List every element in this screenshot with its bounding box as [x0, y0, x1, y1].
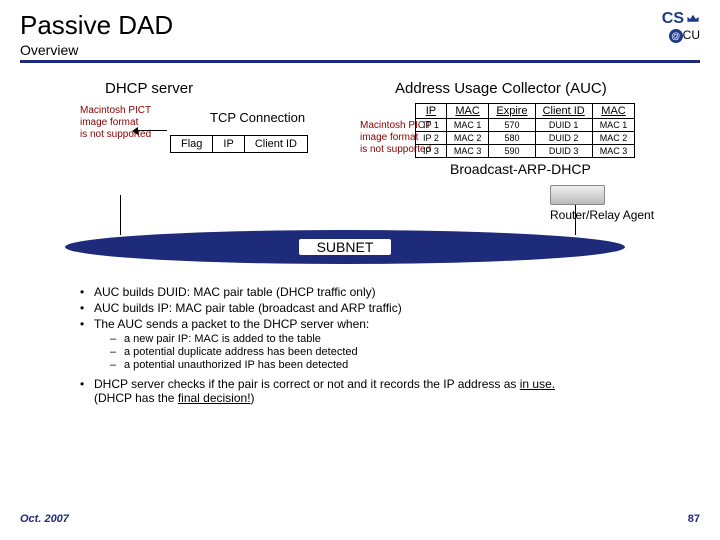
packet-structure: Flag IP Client ID	[170, 135, 308, 153]
logo: CS @CU	[662, 10, 700, 43]
page-number: 87	[688, 513, 700, 525]
table-row: IP 3MAC 3590DUID 3MAC 3	[416, 145, 635, 158]
connector-line	[575, 205, 576, 235]
sub-bullet-item: a new pair IP: MAC is added to the table	[110, 333, 700, 345]
sub-bullet-item: a potential unauthorized IP has been det…	[110, 359, 700, 371]
arrow-icon	[137, 130, 167, 131]
sub-bullet-item: a potential duplicate address has been d…	[110, 346, 700, 358]
slide-subtitle: Overview	[20, 42, 700, 58]
broadcast-label: Broadcast-ARP-DHCP	[450, 161, 591, 177]
pict-error-1: Macintosh PICTimage formatis not support…	[80, 105, 151, 141]
router-icon	[550, 185, 605, 205]
th-ip: IP	[416, 104, 447, 119]
table-row: IP 1MAC 1570DUID 1MAC 1	[416, 119, 635, 132]
crown-icon	[686, 12, 700, 26]
packet-flag: Flag	[171, 136, 213, 152]
bullet-item: AUC builds DUID: MAC pair table (DHCP tr…	[80, 285, 700, 299]
connector-line	[120, 195, 121, 235]
auc-label: Address Usage Collector (AUC)	[395, 80, 607, 97]
router-label: Router/Relay Agent	[550, 208, 654, 222]
packet-client-id: Client ID	[245, 136, 307, 152]
at-icon: @	[669, 29, 683, 43]
bullet-item: AUC builds IP: MAC pair table (broadcast…	[80, 301, 700, 315]
logo-cs-text: CS	[662, 10, 684, 28]
tcp-connection-label: TCP Connection	[210, 110, 305, 125]
table-row: IP 2MAC 2580DUID 2MAC 2	[416, 132, 635, 145]
th-mac2: MAC	[592, 104, 635, 119]
title-divider	[20, 60, 700, 63]
diagram: DHCP server Address Usage Collector (AUC…	[20, 75, 700, 275]
subnet-oval: SUBNET	[65, 230, 625, 264]
bullet-item: The AUC sends a packet to the DHCP serve…	[80, 317, 700, 331]
packet-ip: IP	[213, 136, 244, 152]
logo-cu-text: CU	[683, 28, 700, 42]
footer-date: Oct. 2007	[20, 513, 69, 525]
footer: Oct. 2007 87	[20, 513, 700, 525]
table-header-row: IP MAC Expire Client ID MAC	[416, 104, 635, 119]
bullet-item: DHCP server checks if the pair is correc…	[80, 377, 700, 405]
th-expire: Expire	[489, 104, 535, 119]
auc-table: IP MAC Expire Client ID MAC IP 1MAC 1570…	[415, 103, 635, 158]
th-client-id: Client ID	[535, 104, 592, 119]
dhcp-server-label: DHCP server	[105, 80, 193, 97]
logo-cu: @CU	[662, 28, 700, 43]
logo-cs: CS	[662, 10, 700, 28]
th-mac: MAC	[446, 104, 489, 119]
slide-title: Passive DAD	[20, 10, 700, 41]
bullet-list: AUC builds DUID: MAC pair table (DHCP tr…	[20, 285, 700, 405]
subnet-label: SUBNET	[299, 239, 392, 255]
